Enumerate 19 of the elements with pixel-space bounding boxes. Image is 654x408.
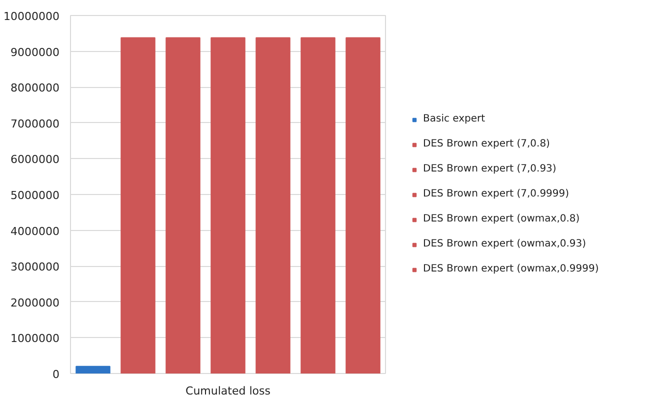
legend-label: DES Brown expert (owmax,0.93) (423, 238, 586, 250)
y-tick-label: 1000000 (10, 332, 60, 346)
y-tick-label: 7000000 (10, 117, 60, 130)
x-tick-label: Cumulated loss (186, 384, 271, 398)
legend-label: Basic expert (423, 114, 486, 124)
y-tick-label: 3000000 (10, 260, 60, 274)
legend-label: DES Brown expert (owmax,0.8) (423, 214, 580, 224)
y-tick-label: 8000000 (10, 82, 60, 95)
y-tick-label: 0 (52, 368, 60, 381)
y-tick-label: 4000000 (10, 224, 60, 238)
legend-label: DES Brown expert (7,0.8) (423, 138, 550, 150)
y-tick-label: 10000000 (4, 10, 60, 23)
y-tick-label: 5000000 (10, 189, 60, 202)
legend-label: DES Brown expert (7,0.93) (423, 164, 556, 174)
legend-label: DES Brown expert (owmax,0.9999) (423, 264, 599, 274)
y-tick-label: 2000000 (10, 296, 60, 310)
legend-label: DES Brown expert (7,0.9999) (423, 188, 570, 200)
y-tick-label: 9000000 (10, 46, 60, 59)
y-tick-label: 6000000 (10, 153, 60, 166)
